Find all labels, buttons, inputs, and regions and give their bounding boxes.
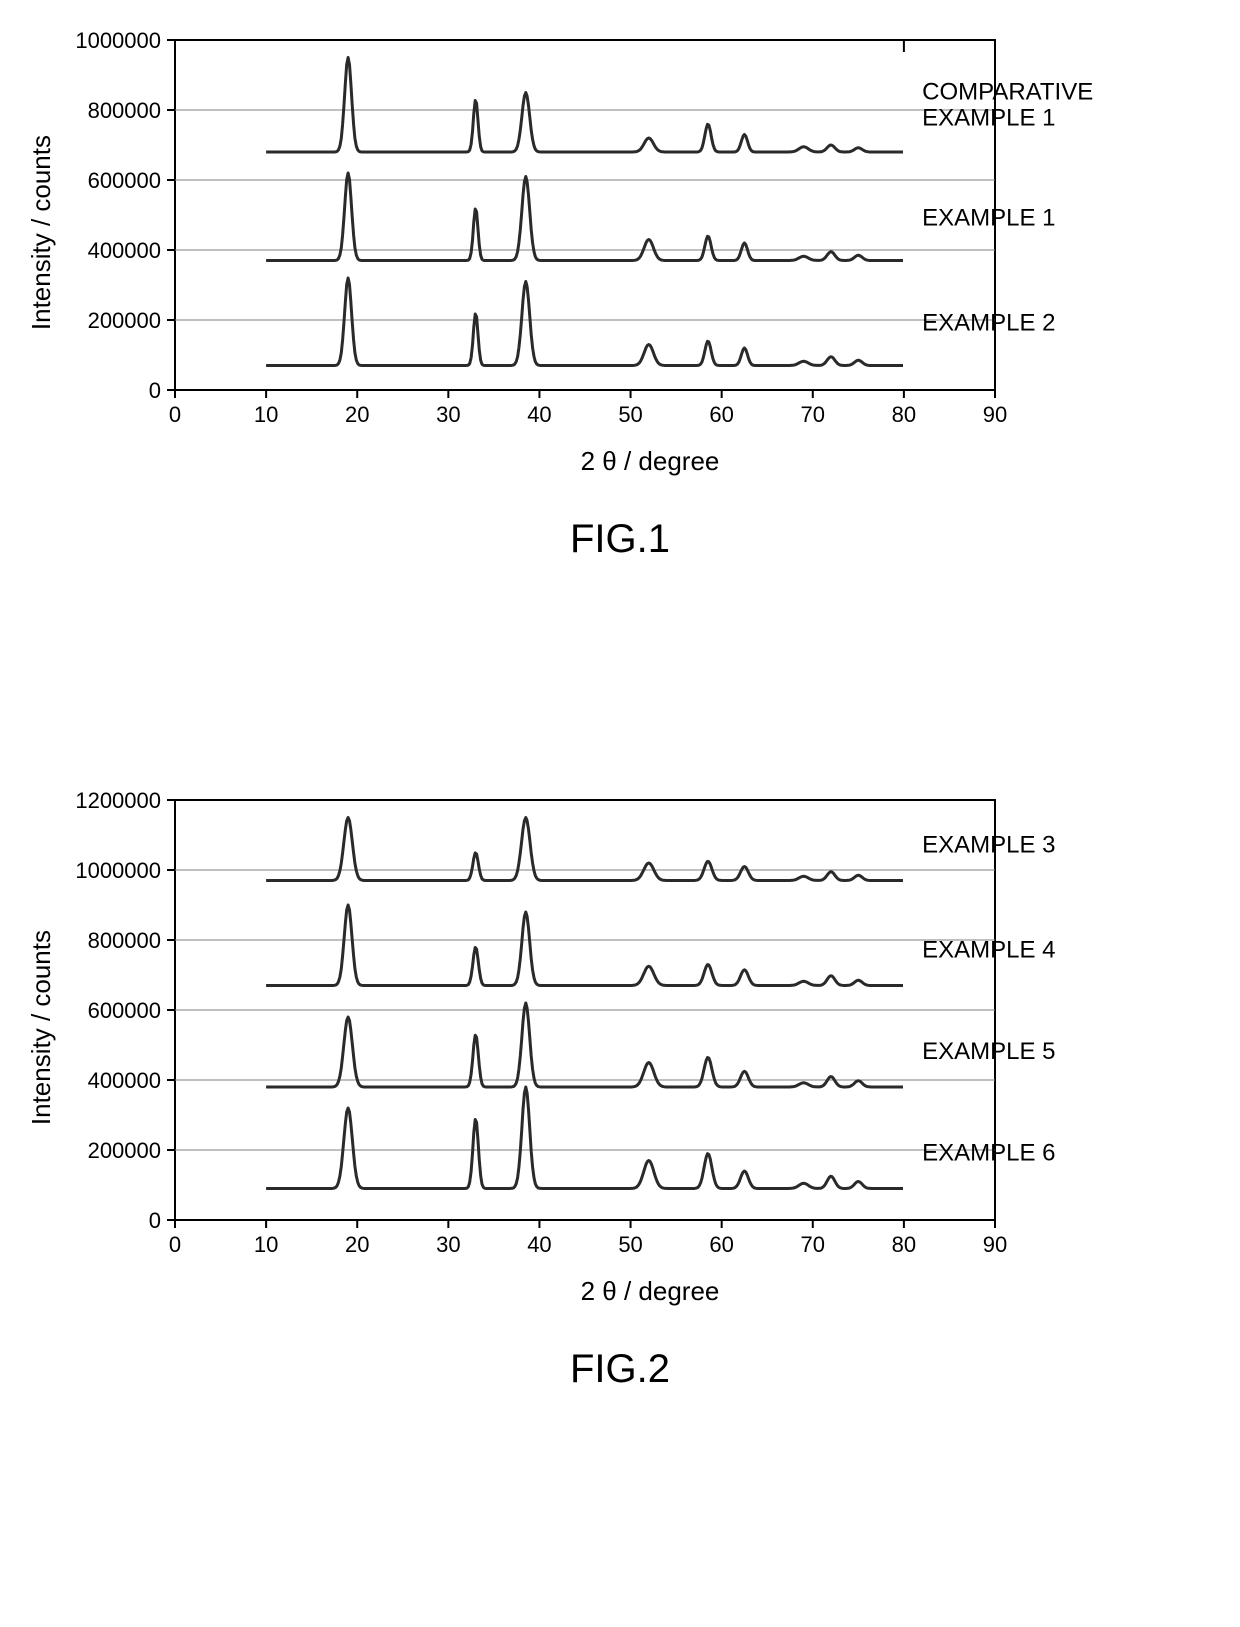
xrd-trace — [266, 1003, 903, 1087]
svg-text:800000: 800000 — [87, 928, 160, 953]
svg-text:0: 0 — [148, 1208, 160, 1233]
svg-text:30: 30 — [436, 402, 460, 427]
svg-text:50: 50 — [618, 402, 642, 427]
chart-1-row: Intensity / counts 0 200000 400000 600000 80… — [26, 30, 1215, 436]
xrd-trace — [266, 905, 903, 986]
svg-text:50: 50 — [618, 1232, 642, 1257]
xrd-trace — [266, 58, 903, 153]
svg-text:40: 40 — [527, 1232, 551, 1257]
svg-text:1000000: 1000000 — [75, 30, 161, 53]
svg-text:80: 80 — [891, 1232, 915, 1257]
fig2-plot: 0 200000 400000 600000 800000 1000000 1200000 0… — [65, 790, 1215, 1266]
figure-2: Intensity / counts 020000040000060000080… — [50, 790, 1190, 1430]
svg-text:1200000: 1200000 — [75, 790, 161, 813]
svg-text:200000: 200000 — [87, 1138, 160, 1163]
chart-2-wrap: Intensity / counts 0 200000 400000 600000 80… — [26, 790, 1215, 1307]
svg-text:600000: 600000 — [87, 998, 160, 1023]
svg-text:800000: 800000 — [87, 98, 160, 123]
series-label: COMPARATIVE — [922, 79, 1093, 106]
svg-text:1000000: 1000000 — [75, 858, 161, 883]
svg-text:20: 20 — [344, 402, 368, 427]
svg-text:400000: 400000 — [87, 1068, 160, 1093]
svg-text:70: 70 — [800, 1232, 824, 1257]
svg-text:30: 30 — [436, 1232, 460, 1257]
series-label: EXAMPLE 3 — [922, 832, 1055, 859]
svg-text:60: 60 — [709, 1232, 733, 1257]
chart-1-wrap: Intensity / counts 0 200000 400000 600000 80… — [26, 30, 1215, 477]
svg-text:60: 60 — [709, 402, 733, 427]
series-label: EXAMPLE 6 — [922, 1140, 1055, 1167]
fig2-caption: FIG.2 — [570, 1347, 670, 1392]
svg-text:0: 0 — [148, 378, 160, 403]
fig1-plot: 0 200000 400000 600000 800000 1000000 0 10 20 30 4… — [65, 30, 1215, 436]
series-label: EXAMPLE 2 — [922, 310, 1055, 337]
svg-text:600000: 600000 — [87, 168, 160, 193]
svg-text:90: 90 — [982, 402, 1006, 427]
xrd-trace — [266, 173, 903, 261]
series-label: EXAMPLE 1 — [922, 105, 1055, 132]
fig2-xlabel: 2 θ / degree — [581, 1276, 720, 1307]
chart-2-row: Intensity / counts 0 200000 400000 600000 80… — [26, 790, 1215, 1266]
svg-text:400000: 400000 — [87, 238, 160, 263]
fig1-ylabel: Intensity / counts — [26, 135, 57, 330]
svg-text:0: 0 — [168, 402, 180, 427]
fig2-ylabel: Intensity / counts — [26, 930, 57, 1125]
svg-text:0: 0 — [168, 1232, 180, 1257]
svg-text:90: 90 — [982, 1232, 1006, 1257]
xrd-trace — [266, 1087, 903, 1189]
fig1-xlabel: 2 θ / degree — [581, 446, 720, 477]
svg-text:10: 10 — [253, 402, 277, 427]
svg-text:40: 40 — [527, 402, 551, 427]
figure-1: Intensity / counts 020000040000060000080… — [50, 30, 1190, 570]
svg-text:10: 10 — [253, 1232, 277, 1257]
fig1-caption: FIG.1 — [570, 517, 670, 562]
series-label: EXAMPLE 1 — [922, 205, 1055, 232]
xrd-trace — [266, 278, 903, 366]
series-label: EXAMPLE 4 — [922, 937, 1055, 964]
svg-text:70: 70 — [800, 402, 824, 427]
xrd-trace — [266, 818, 903, 881]
svg-text:200000: 200000 — [87, 308, 160, 333]
svg-text:20: 20 — [344, 1232, 368, 1257]
series-label: EXAMPLE 5 — [922, 1038, 1055, 1065]
svg-text:80: 80 — [891, 402, 915, 427]
